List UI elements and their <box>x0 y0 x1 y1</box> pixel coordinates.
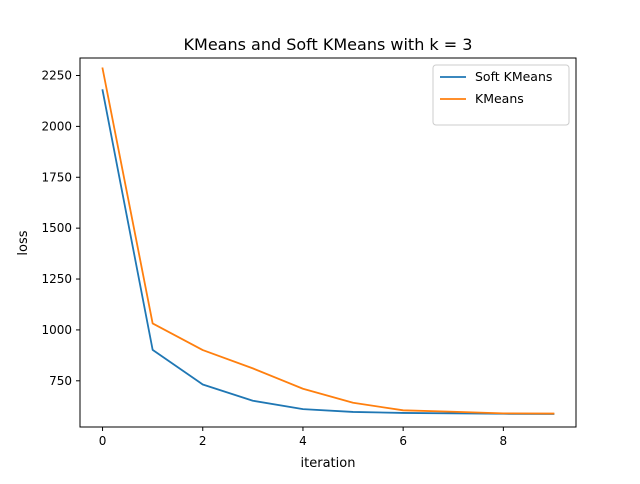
y-tick-label: 1500 <box>41 221 72 235</box>
legend-label-soft-kmeans: Soft KMeans <box>475 69 552 84</box>
series-line-kmeans <box>101 67 555 415</box>
y-tick-label: 2250 <box>41 69 72 83</box>
x-tick-label: 4 <box>299 434 307 448</box>
chart-title: KMeans and Soft KMeans with k = 3 <box>184 35 473 54</box>
y-tick-label: 1000 <box>41 323 72 337</box>
x-axis-ticks: 0 2 4 6 8 <box>99 427 507 448</box>
x-tick-label: 2 <box>199 434 207 448</box>
y-axis-ticks: 750 1000 1250 1500 1750 2000 2250 <box>41 69 80 388</box>
y-tick-label: 750 <box>49 374 72 388</box>
x-tick-label: 6 <box>399 434 407 448</box>
series-line-soft-kmeans <box>101 89 555 415</box>
series-lines <box>101 67 555 415</box>
x-axis-label: iteration <box>301 456 356 471</box>
legend: Soft KMeans KMeans <box>432 64 570 126</box>
y-tick-label: 2000 <box>41 119 72 133</box>
plot-frame <box>79 57 577 428</box>
legend-box <box>432 64 570 126</box>
y-tick-label: 1250 <box>41 272 72 286</box>
y-tick-label: 1750 <box>41 170 72 184</box>
x-tick-label: 8 <box>500 434 508 448</box>
legend-label-kmeans: KMeans <box>475 91 524 106</box>
x-tick-label: 0 <box>99 434 107 448</box>
y-axis-label: loss <box>16 230 31 255</box>
